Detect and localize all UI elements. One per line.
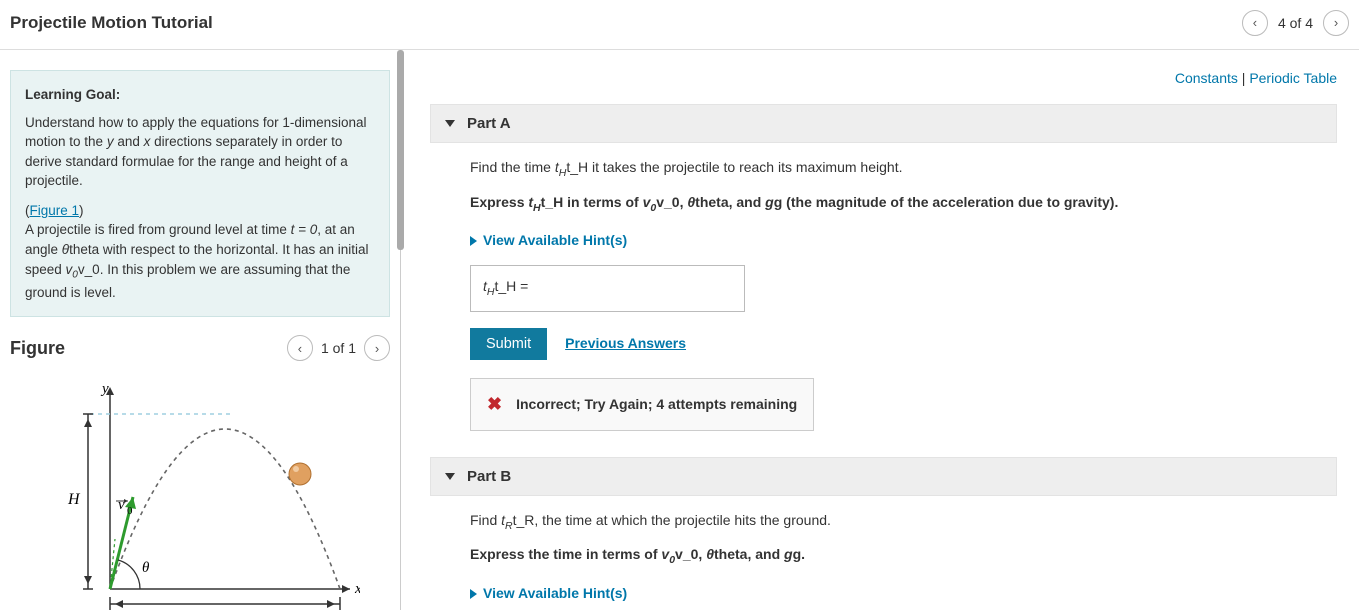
content-area: Learning Goal: Understand how to apply t… xyxy=(0,50,1359,610)
figure-link[interactable]: Figure 1 xyxy=(30,203,80,218)
part-a-header[interactable]: Part A xyxy=(430,104,1337,143)
part-a-previous-answers-link[interactable]: Previous Answers xyxy=(565,333,686,354)
part-a-body: Find the time tHt_H it takes the project… xyxy=(430,143,1337,457)
periodic-table-link[interactable]: Periodic Table xyxy=(1249,70,1337,86)
constants-link[interactable]: Constants xyxy=(1175,70,1238,86)
part-a-prompt: Find the time tHt_H it takes the project… xyxy=(470,157,1337,182)
part-a-feedback-text: Incorrect; Try Again; 4 attempts remaini… xyxy=(516,394,797,415)
caret-right-icon xyxy=(470,236,477,246)
part-a-button-row: Submit Previous Answers xyxy=(470,328,1337,360)
panel-divider[interactable] xyxy=(400,50,408,610)
figure-header: Figure ‹ 1 of 1 › xyxy=(10,335,390,361)
learning-goal-p2: (Figure 1) A projectile is fired from gr… xyxy=(25,201,375,303)
figure-pager: ‹ 1 of 1 › xyxy=(287,335,390,361)
caret-right-icon xyxy=(470,589,477,599)
caret-down-icon xyxy=(445,120,455,127)
next-page-button[interactable]: › xyxy=(1323,10,1349,36)
part-b-title: Part B xyxy=(467,468,511,485)
svg-text:θ: θ xyxy=(142,560,150,576)
part-a-feedback: ✖ Incorrect; Try Again; 4 attempts remai… xyxy=(470,378,814,431)
part-b-header[interactable]: Part B xyxy=(430,457,1337,496)
part-b-body: Find tRt_R, the time at which the projec… xyxy=(430,496,1337,610)
part-a-express: Express tHt_H in terms of v0v_0, θtheta,… xyxy=(470,192,1337,217)
right-panel: Constants | Periodic Table Part A Find t… xyxy=(408,50,1359,610)
reference-links: Constants | Periodic Table xyxy=(430,70,1337,86)
learning-goal-p1: Understand how to apply the equations fo… xyxy=(25,113,375,191)
incorrect-x-icon: ✖ xyxy=(487,391,502,418)
part-a-title: Part A xyxy=(467,115,511,132)
figure-diagram: x y H xyxy=(10,369,390,610)
figure-prev-button[interactable]: ‹ xyxy=(287,335,313,361)
part-a-hints-link[interactable]: View Available Hint(s) xyxy=(470,230,1337,251)
caret-down-icon xyxy=(445,473,455,480)
projectile-figure-svg: x y H xyxy=(30,379,360,610)
svg-text:y: y xyxy=(100,381,109,397)
left-panel: Learning Goal: Understand how to apply t… xyxy=(0,50,400,610)
figure-next-button[interactable]: › xyxy=(364,335,390,361)
page-counter: 4 of 4 xyxy=(1278,15,1313,31)
part-a-answer-input[interactable]: tHt_H = xyxy=(470,265,745,312)
top-bar: Projectile Motion Tutorial ‹ 4 of 4 › xyxy=(0,0,1359,50)
figure-counter: 1 of 1 xyxy=(321,340,356,356)
part-b-prompt: Find tRt_R, the time at which the projec… xyxy=(470,510,1337,535)
svg-text:v: v xyxy=(118,497,125,513)
svg-text:x: x xyxy=(354,581,360,597)
learning-goal-title: Learning Goal: xyxy=(25,85,375,105)
part-a-submit-button[interactable]: Submit xyxy=(470,328,547,360)
part-b-hints-link[interactable]: View Available Hint(s) xyxy=(470,583,1337,604)
page-pager: ‹ 4 of 4 › xyxy=(1242,10,1349,36)
part-b-express: Express the time in terms of v0v_0, θthe… xyxy=(470,544,1337,569)
prev-page-button[interactable]: ‹ xyxy=(1242,10,1268,36)
page-title: Projectile Motion Tutorial xyxy=(10,13,213,33)
svg-text:0: 0 xyxy=(127,505,133,517)
learning-goal-box: Learning Goal: Understand how to apply t… xyxy=(10,70,390,317)
svg-text:H: H xyxy=(67,491,81,508)
figure-title: Figure xyxy=(10,338,65,359)
